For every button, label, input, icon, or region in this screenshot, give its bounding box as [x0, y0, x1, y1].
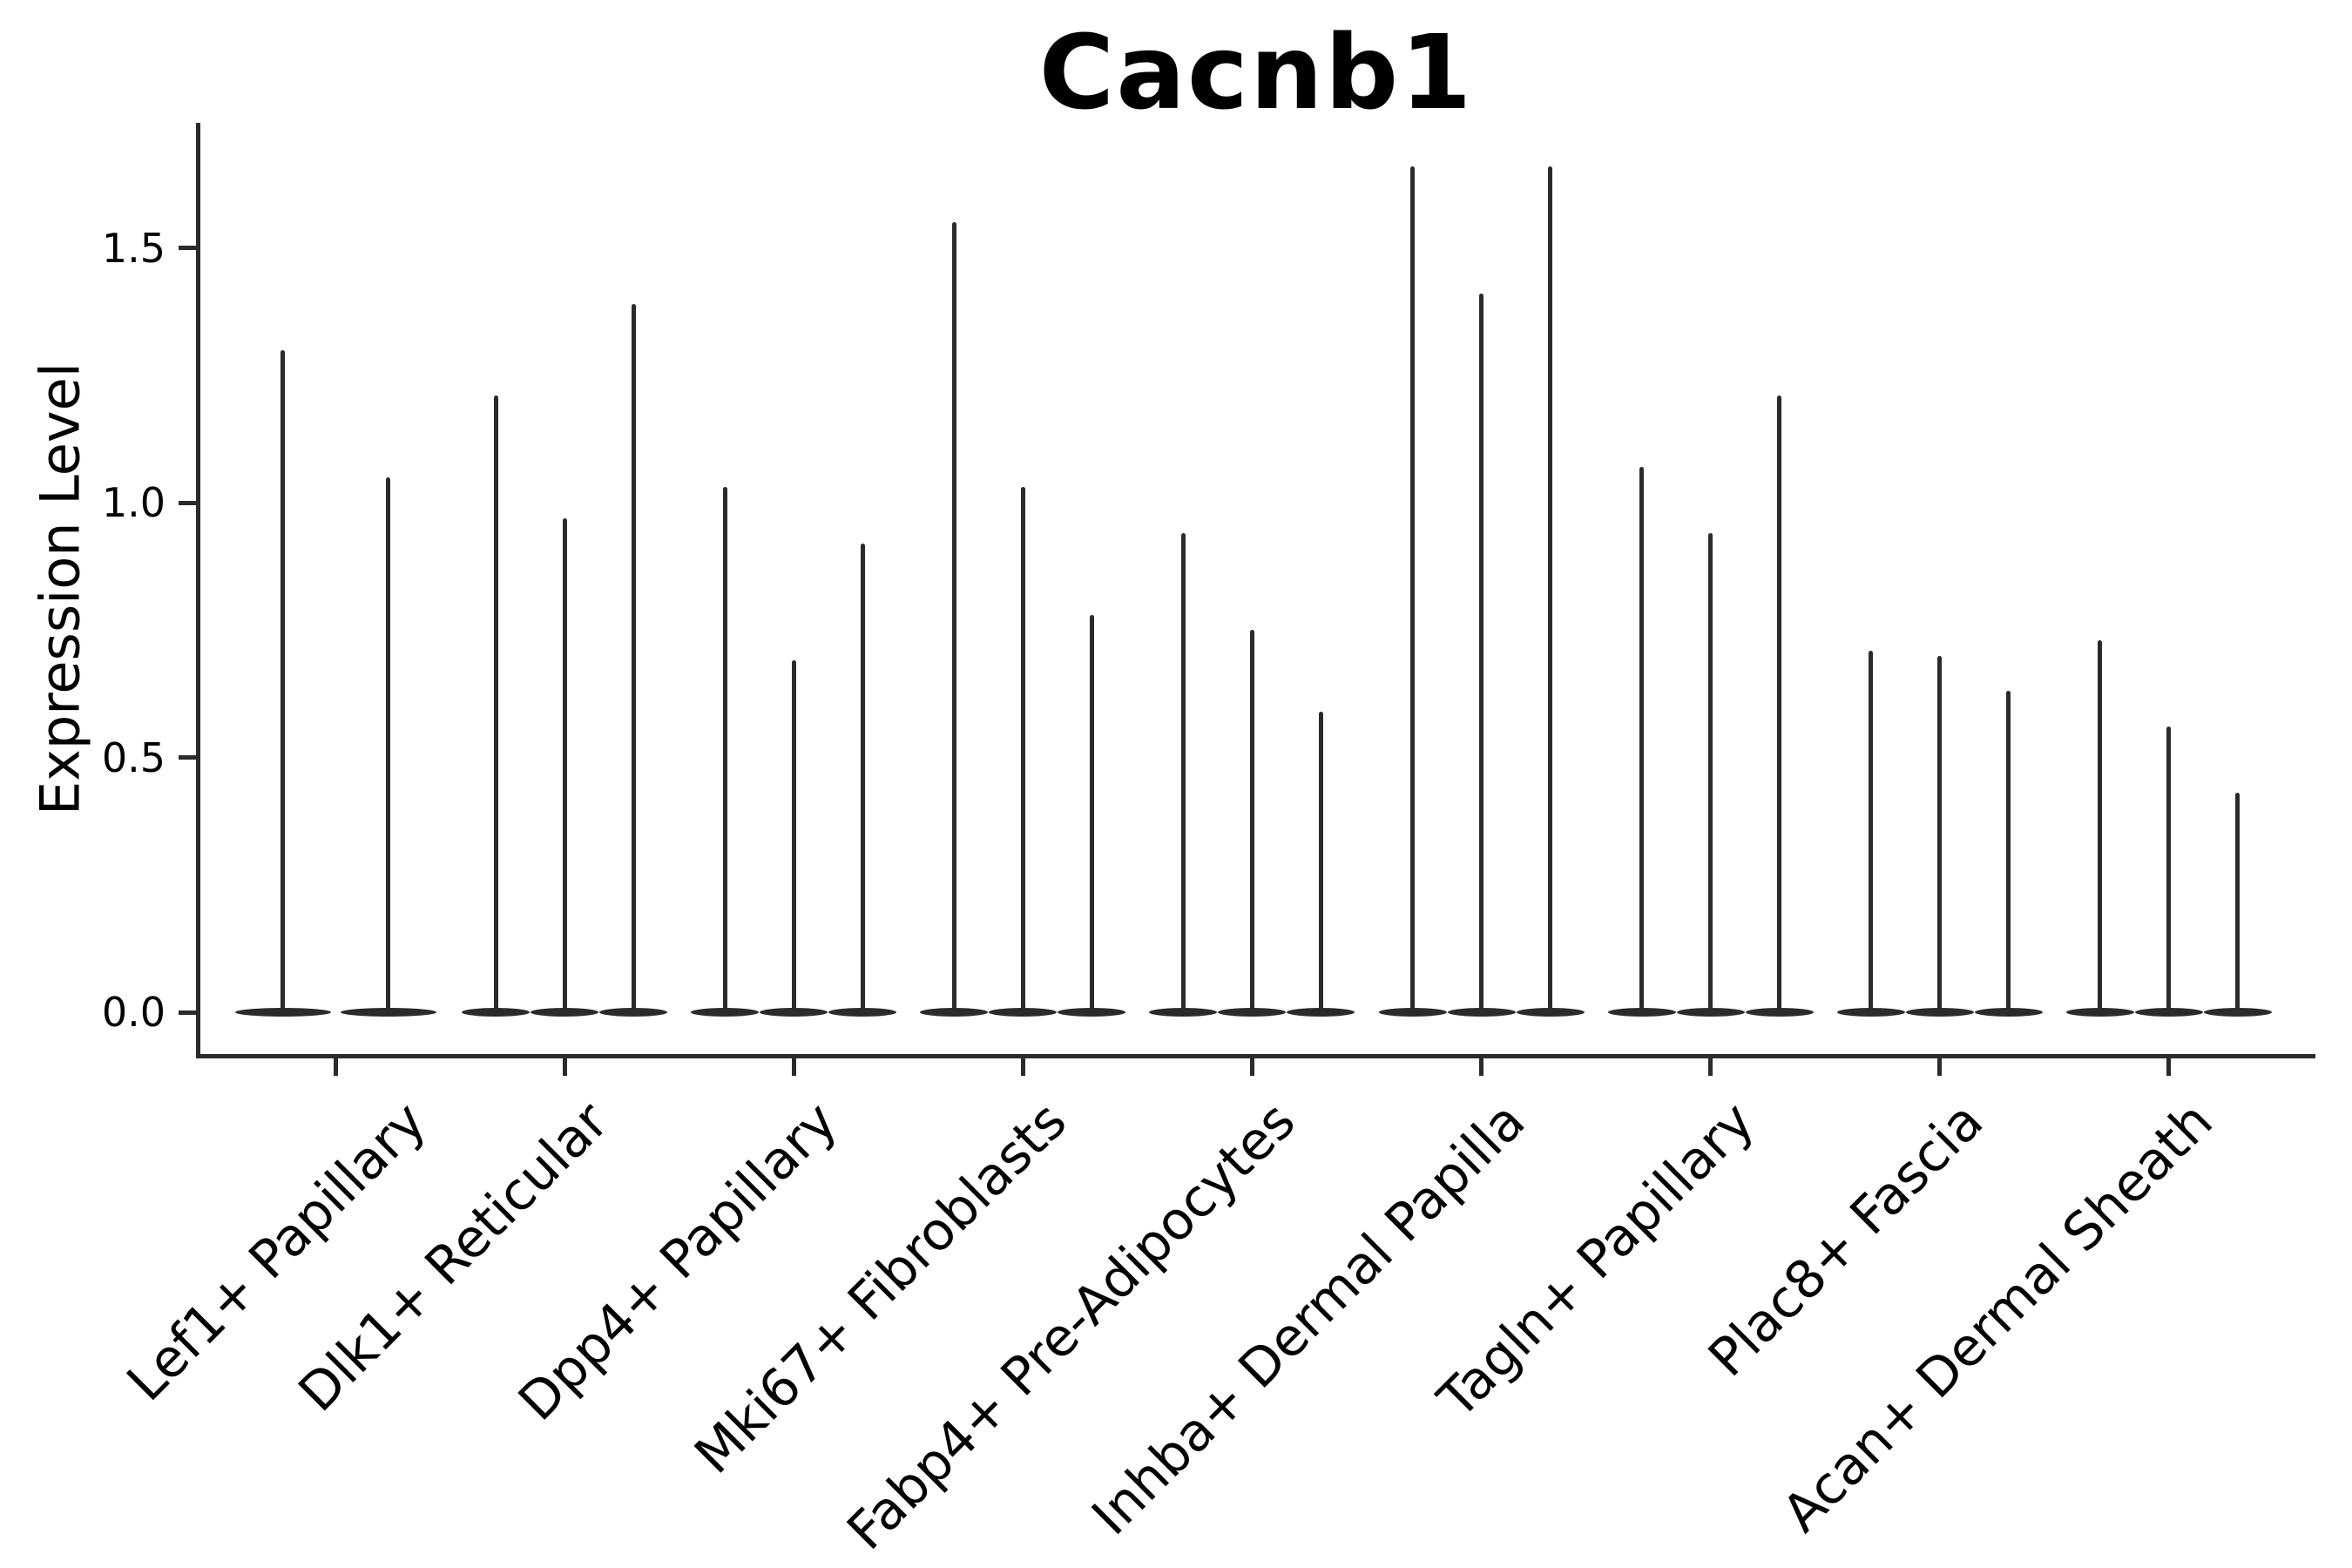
- violin-spike: [1410, 166, 1415, 1015]
- violin-spike: [860, 543, 865, 1015]
- x-category-label: Tagln+ Papillary: [0, 1091, 1767, 1430]
- violin-spike: [386, 476, 390, 1015]
- y-tick-label: 0.5: [101, 733, 166, 781]
- violin-base: [599, 1008, 668, 1017]
- y-axis-spine: [196, 123, 200, 1058]
- violin-spike: [1777, 395, 1782, 1015]
- x-category-label-text: Plac8+ Fascia: [1697, 1091, 1996, 1389]
- violin-base: [989, 1008, 1058, 1017]
- x-tick-mark: [1479, 1058, 1484, 1076]
- violin-spike: [2006, 691, 2011, 1015]
- x-category-label: Dpp4+ Papillary: [0, 1091, 849, 1433]
- x-tick-mark: [1708, 1058, 1713, 1076]
- violin-base: [1836, 1008, 1905, 1017]
- violin-base: [1676, 1008, 1745, 1017]
- violin-spike: [631, 303, 636, 1015]
- y-tick-mark: [179, 246, 196, 250]
- x-category-label: Dlk1+ Reticular: [0, 1091, 619, 1423]
- violin-spike: [2098, 639, 2103, 1015]
- violin-base: [531, 1008, 599, 1017]
- violin-spike: [722, 487, 727, 1015]
- x-category-label: Plac8+ Fascia: [0, 1091, 1995, 1389]
- y-tick-label: 1.5: [101, 224, 166, 272]
- x-tick-mark: [2166, 1058, 2172, 1076]
- violin-spike: [1479, 294, 1484, 1015]
- x-category-label: Inhba+ Dermal Papilla: [0, 1091, 1537, 1547]
- violin-spike: [2235, 793, 2240, 1015]
- y-tick-mark: [179, 500, 196, 505]
- violin-base: [1974, 1008, 2043, 1017]
- violin-base: [691, 1008, 760, 1017]
- violin-spike: [1869, 650, 1874, 1015]
- x-category-label-text: Dlk1+ Reticular: [287, 1091, 620, 1424]
- violin-spike: [1639, 467, 1645, 1015]
- violin-spike: [1020, 487, 1025, 1015]
- y-tick-mark: [179, 755, 196, 760]
- violin-spike: [562, 517, 567, 1015]
- x-tick-mark: [791, 1058, 796, 1076]
- x-category-label: Mki67+ Fibroblasts: [0, 1091, 1078, 1486]
- x-tick-mark: [1020, 1058, 1025, 1076]
- x-category-label: Lef1+ Papillary: [0, 1091, 438, 1413]
- x-axis-spine: [196, 1054, 2315, 1058]
- x-category-label-text: Lef1+ Papillary: [115, 1091, 438, 1413]
- violin-spike: [1180, 533, 1186, 1015]
- x-category-label-text: Mki67+ Fibroblasts: [683, 1091, 1078, 1486]
- x-category-label-text: Fabp4+ Pre-Adipocytes: [836, 1091, 1308, 1562]
- violin-spike: [1548, 166, 1552, 1015]
- x-tick-mark: [562, 1058, 567, 1076]
- x-category-label-text: Inhba+ Dermal Papilla: [1080, 1091, 1537, 1547]
- violin-base: [2203, 1008, 2272, 1017]
- x-category-label-text: Dpp4+ Papillary: [507, 1091, 849, 1433]
- violin-base: [1058, 1008, 1126, 1017]
- violin-base: [1149, 1008, 1218, 1017]
- violin-base: [1378, 1008, 1447, 1017]
- violin-base: [1607, 1008, 1676, 1017]
- violin-base: [2134, 1008, 2203, 1017]
- violin-spike: [1318, 711, 1323, 1015]
- violin-base: [1516, 1008, 1585, 1017]
- violin-base: [2065, 1008, 2134, 1017]
- violin-base: [760, 1008, 828, 1017]
- violin-spike: [791, 660, 796, 1015]
- y-tick-label: 1.0: [101, 479, 166, 526]
- x-category-label-text: Acan+ Dermal Sheath: [1770, 1091, 2225, 1544]
- x-category-label-text: Tagln+ Papillary: [1426, 1091, 1767, 1430]
- x-tick-mark: [333, 1058, 338, 1076]
- violin-spike: [951, 222, 956, 1015]
- violin-spike: [2166, 727, 2172, 1015]
- violin-base: [828, 1008, 897, 1017]
- violin-base: [234, 1008, 331, 1017]
- violin-spike: [280, 349, 285, 1015]
- chart-title: Cacnb1: [1038, 12, 1474, 132]
- violin-base: [462, 1008, 531, 1017]
- violin-spike: [1708, 533, 1713, 1015]
- y-tick-mark: [179, 1010, 196, 1015]
- x-tick-mark: [1937, 1058, 1943, 1076]
- violin-base: [1447, 1008, 1516, 1017]
- violin-spike: [1089, 614, 1094, 1015]
- violin-base: [1905, 1008, 1974, 1017]
- violin-base: [1287, 1008, 1355, 1017]
- violin-spike: [1937, 655, 1943, 1015]
- violin-base: [920, 1008, 989, 1017]
- violin-spike: [493, 395, 498, 1015]
- y-tick-label: 0.0: [101, 989, 166, 1036]
- violin-base: [1745, 1008, 1814, 1017]
- x-category-label: Acan+ Dermal Sheath: [0, 1091, 2225, 1544]
- x-category-label: Fabp4+ Pre-Adipocytes: [0, 1091, 1308, 1562]
- violin-base: [1218, 1008, 1287, 1017]
- violin-spike: [1249, 630, 1254, 1015]
- violin-base: [340, 1008, 436, 1017]
- x-tick-mark: [1249, 1058, 1254, 1076]
